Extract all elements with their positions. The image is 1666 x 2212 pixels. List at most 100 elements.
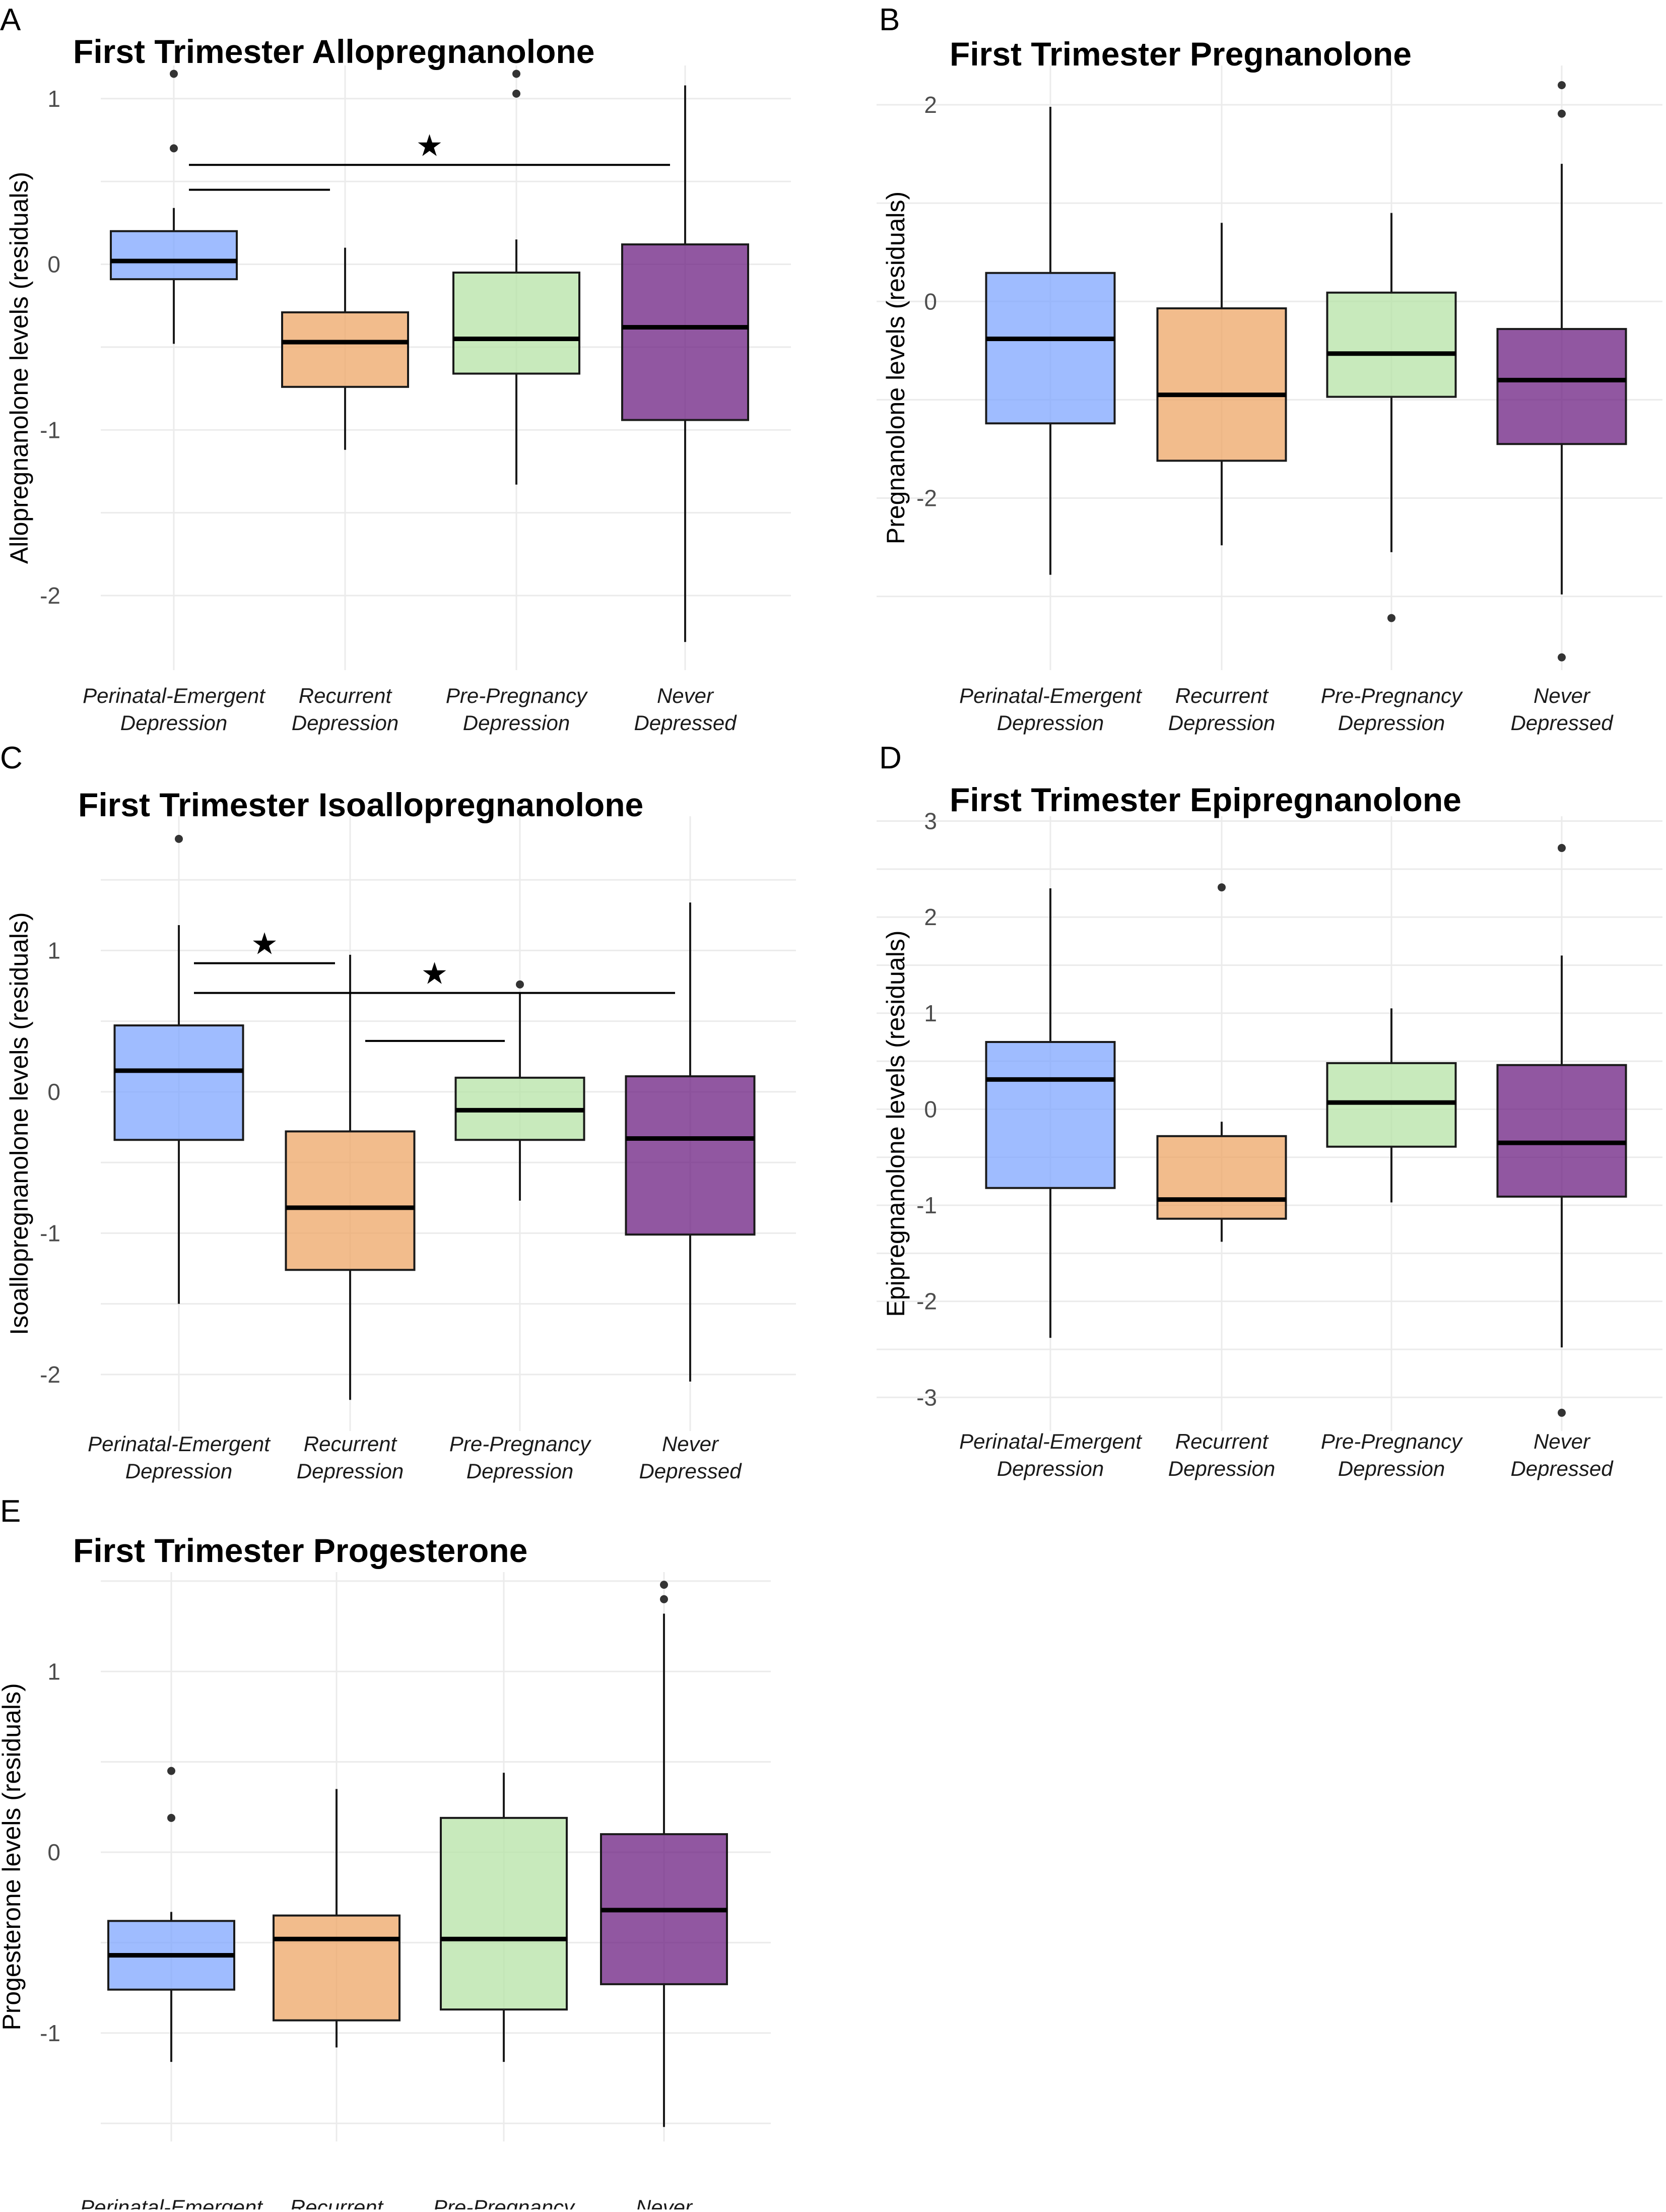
panel-label: E: [0, 1494, 21, 1529]
outlier-point: [1558, 1408, 1566, 1417]
box-iqr: [1496, 1064, 1627, 1198]
x-tick-label: Perinatal-Emergent: [959, 684, 1143, 707]
x-tick-label: Pre-Pregnancy: [433, 2195, 576, 2209]
box-recurrent-depression: [273, 1789, 401, 2048]
x-tick-label: Recurrent: [299, 684, 393, 707]
significance-star: ★: [416, 128, 443, 163]
box-perinatal-emergent-depression: [985, 106, 1116, 575]
box-perinatal-emergent-depression: [107, 1767, 235, 2062]
x-tick-label: Recurrent: [290, 2195, 384, 2209]
y-tick-label: -1: [40, 417, 60, 443]
x-tick-label: Depression: [997, 711, 1104, 735]
x-tick-label: Never: [657, 684, 714, 707]
x-tick-label: Never: [1534, 1429, 1591, 1453]
x-tick-label: Pre-Pregnancy: [1321, 1429, 1463, 1453]
x-tick-label: Depressed: [1510, 711, 1614, 735]
box-iqr: [1326, 291, 1457, 398]
x-tick-label: Depressed: [634, 711, 737, 735]
x-tick-label: Perinatal-Emergent: [959, 1429, 1143, 1453]
box-iqr: [1326, 1062, 1457, 1148]
chart-panel-a: A First Trimester Allopregnanolone 1 0 -1 -2 A…: [0, 3, 791, 735]
outlier-point: [167, 1767, 175, 1775]
chart-title: First Trimester Epipregnanolone: [950, 781, 1461, 818]
x-tick-label: Depression: [1338, 711, 1445, 735]
box-pre-pregnancy-depression: [440, 1773, 568, 2062]
outlier-point: [175, 834, 183, 843]
box-recurrent-depression: [285, 954, 416, 1400]
x-tick-label: Depression: [467, 1459, 573, 1483]
box-never-depressed: [1496, 81, 1627, 662]
x-tick-label: Never: [636, 2195, 693, 2209]
chart-panel-e: E First Trimester Progesterone 1 0 -1 Progest…: [0, 1494, 771, 2212]
box-iqr: [1496, 328, 1627, 445]
y-tick-label: 1: [47, 937, 60, 963]
x-tick-label: Depression: [1168, 711, 1275, 735]
y-tick-label: 2: [924, 904, 937, 930]
x-tick-label: Never: [1534, 684, 1591, 707]
outlier-point: [660, 1581, 668, 1589]
y-axis-label: Epipregnanolone levels (residuals): [882, 930, 910, 1317]
chart-title: First Trimester Allopregnanolone: [73, 33, 594, 70]
y-tick-label: 1: [47, 86, 60, 112]
x-tick-label: Depressed: [1510, 1457, 1614, 1480]
significance-star: ★: [421, 956, 448, 992]
y-axis-label: Progesterone levels (residuals): [0, 1683, 26, 2030]
outlier-point: [170, 144, 178, 153]
outlier-point: [1558, 843, 1566, 852]
box-perinatal-emergent-depression: [110, 70, 238, 344]
y-tick-label: -2: [40, 582, 60, 609]
outlier-point: [512, 70, 520, 78]
x-tick-label: Depression: [120, 711, 227, 735]
box-iqr: [113, 1024, 244, 1141]
box-recurrent-depression: [1156, 223, 1287, 546]
box-never-depressed: [621, 85, 749, 642]
box-pre-pregnancy-depression: [452, 70, 580, 485]
outlier-point: [170, 70, 178, 78]
y-tick-label: 1: [47, 1658, 60, 1684]
box-iqr: [1156, 1135, 1287, 1220]
y-axis-label: Pregnanolone levels (residuals): [882, 191, 910, 544]
box-never-depressed: [600, 1581, 728, 2127]
box-never-depressed: [1496, 843, 1627, 1417]
outlier-point: [1218, 883, 1226, 892]
x-tick-label: Recurrent: [304, 1432, 398, 1456]
box-recurrent-depression: [1156, 883, 1287, 1242]
panel-label: C: [0, 741, 23, 775]
y-tick-label: 0: [924, 288, 937, 314]
box-never-depressed: [625, 902, 756, 1382]
box-iqr: [985, 1040, 1116, 1189]
y-tick-label: 0: [47, 251, 60, 278]
outlier-point: [1558, 653, 1566, 662]
box-pre-pregnancy-depression: [454, 980, 585, 1201]
box-perinatal-emergent-depression: [985, 888, 1116, 1338]
y-tick-label: 0: [47, 1839, 60, 1865]
box-iqr: [285, 1130, 416, 1271]
box-iqr: [110, 230, 238, 281]
box-perinatal-emergent-depression: [113, 834, 244, 1304]
y-tick-label: 0: [924, 1096, 937, 1122]
box-iqr: [440, 1816, 568, 2011]
y-tick-label: -2: [916, 485, 937, 511]
y-tick-label: 2: [924, 92, 937, 118]
box-iqr: [621, 243, 749, 421]
x-tick-label: Perinatal-Emergent: [83, 684, 266, 707]
panel-label: B: [879, 3, 900, 37]
box-iqr: [1156, 307, 1287, 462]
y-tick-label: 0: [47, 1079, 60, 1105]
x-tick-label: Depression: [463, 711, 570, 735]
panel-label: A: [0, 3, 21, 37]
chart-title: First Trimester Progesterone: [73, 1532, 527, 1569]
y-tick-label: -2: [916, 1288, 937, 1315]
x-tick-label: Depression: [297, 1459, 404, 1483]
chart-panel-c: C First Trimester Isoallopregnanolone 1 0 -1…: [0, 741, 796, 1483]
outlier-point: [167, 1813, 175, 1822]
x-tick-label: Recurrent: [1175, 684, 1270, 707]
y-axis-label: Isoallopregnanolone levels (residuals): [5, 912, 33, 1335]
x-tick-label: Depression: [1168, 1457, 1275, 1480]
y-tick-label: 3: [924, 808, 937, 834]
chart-title: First Trimester Isoallopregnanolone: [78, 786, 643, 823]
chart-panel-d: D First Trimester Epipregnanolone 3 2 1 0 -1 -2…: [877, 741, 1662, 1480]
panel-label: D: [879, 741, 902, 775]
y-tick-label: -2: [40, 1361, 60, 1388]
